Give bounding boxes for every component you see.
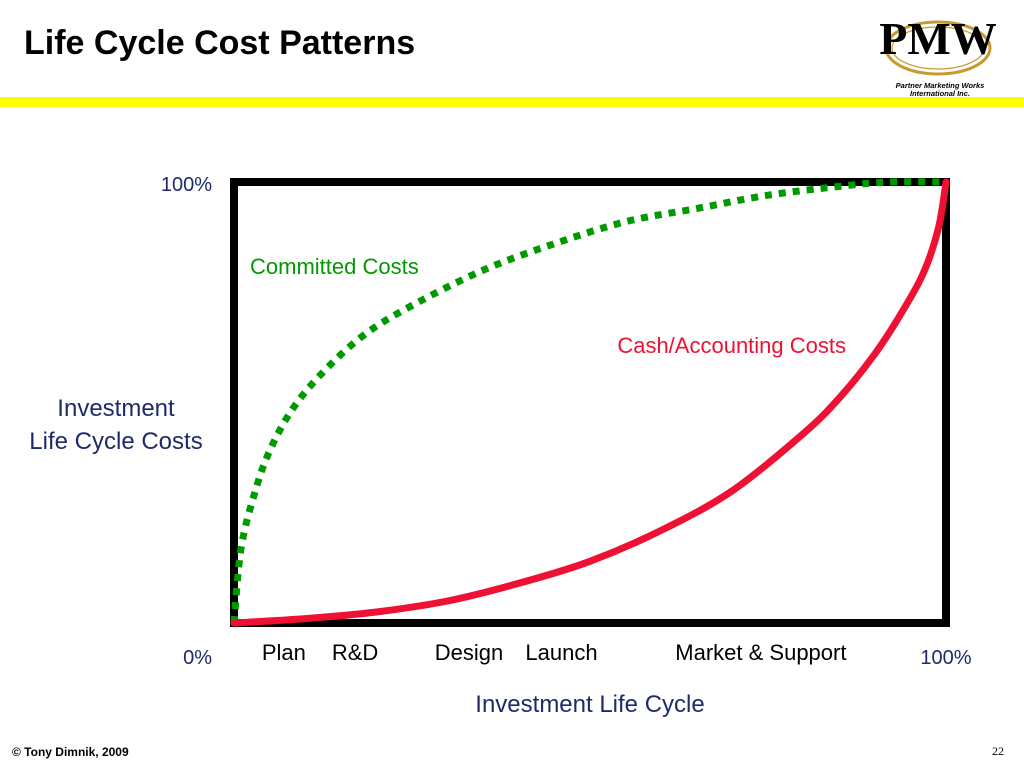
footer-copyright: © Tony Dimnik, 2009 <box>12 745 129 759</box>
logo-monogram: PMW <box>880 13 997 64</box>
phase-label-launch: Launch <box>525 640 597 665</box>
series-label-cash-accounting-costs: Cash/Accounting Costs <box>617 333 846 358</box>
y-axis-title-line-2: Life Cycle Costs <box>29 428 202 455</box>
x-axis-origin-label: 0% <box>183 647 212 669</box>
y-axis-title-line-1: Investment <box>57 395 175 422</box>
series-label-committed-costs: Committed Costs <box>250 254 419 279</box>
phase-label-r-d: R&D <box>332 640 378 665</box>
slide-title: Life Cycle Cost Patterns <box>24 24 416 62</box>
phase-label-design: Design <box>435 640 503 665</box>
phase-label-market-support: Market & Support <box>675 640 846 665</box>
chart-frame <box>230 178 950 627</box>
logo-company-line-1: Partner Marketing Works <box>895 81 985 90</box>
y-axis-top-label: 100% <box>161 174 212 196</box>
committed-costs-line <box>230 178 947 624</box>
cash-accounting-costs-line <box>230 178 950 627</box>
phase-label-plan: Plan <box>262 640 306 665</box>
pmw-logo-icon: PMW <box>879 13 997 76</box>
x-axis-end-label: 100% <box>920 647 971 669</box>
logo-company-line-2: International Inc. <box>909 89 970 98</box>
logo-company-name: Partner Marketing Works International In… <box>880 82 1000 98</box>
x-axis-title: Investment Life Cycle <box>475 691 704 718</box>
pmw-logo: PMW Partner Marketing Works Internationa… <box>879 2 1000 98</box>
page-number: 22 <box>992 744 1004 758</box>
title-rule <box>0 97 1024 107</box>
